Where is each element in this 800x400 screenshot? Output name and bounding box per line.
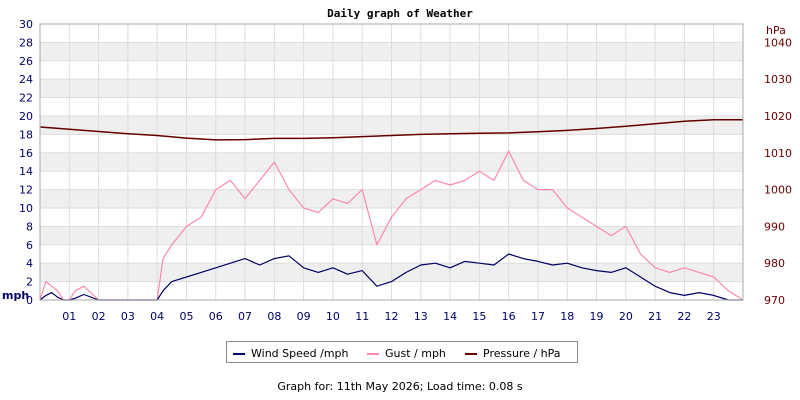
x-axis-tick-label: 18 (560, 310, 574, 323)
right-axis-unit-label: hPa (766, 24, 786, 37)
left-axis-tick-label: 2 (26, 276, 33, 289)
right-axis-tick-label: 1000 (764, 184, 792, 197)
legend-label-pressure: Pressure / hPa (483, 347, 561, 360)
left-axis-tick-label: 6 (26, 239, 33, 252)
plot-area-border (39, 23, 744, 301)
left-axis-tick-label: 8 (26, 220, 33, 233)
legend-swatch-pressure (465, 353, 477, 355)
x-axis-tick-label: 04 (150, 310, 164, 323)
x-axis-tick-label: 23 (707, 310, 721, 323)
x-axis-tick-label: 22 (677, 310, 691, 323)
x-axis-tick-label: 17 (531, 310, 545, 323)
legend-label-wind-speed: Wind Speed /mph (251, 347, 349, 360)
x-axis-tick-label: 10 (326, 310, 340, 323)
legend-label-gust: Gust / mph (385, 347, 446, 360)
left-axis-tick-label: 22 (19, 92, 33, 105)
x-axis-tick-label: 11 (355, 310, 369, 323)
x-axis-tick-label: 19 (590, 310, 604, 323)
x-axis-tick-label: 05 (179, 310, 193, 323)
left-axis-tick-label: 18 (19, 128, 33, 141)
left-axis-tick-label: 30 (19, 18, 33, 31)
x-axis-tick-label: 16 (502, 310, 516, 323)
x-axis-tick-label: 14 (443, 310, 457, 323)
x-axis-tick-label: 09 (297, 310, 311, 323)
x-axis-tick-label: 01 (62, 310, 76, 323)
right-axis-tick-label: 970 (764, 294, 785, 307)
legend-swatch-wind-speed (233, 353, 245, 355)
x-axis-tick-label: 20 (619, 310, 633, 323)
right-axis-tick-label: 1020 (764, 110, 792, 123)
series-line-pressure (39, 118, 743, 141)
x-axis-tick-label: 15 (472, 310, 486, 323)
chart-title: Daily graph of Weather (327, 7, 473, 20)
left-axis-tick-label: 28 (19, 36, 33, 49)
left-axis-tick-label: 16 (19, 147, 33, 160)
right-axis-tick-label: 1010 (764, 147, 792, 160)
left-axis-unit-label: mph (2, 289, 29, 302)
left-axis-tick-label: 26 (19, 55, 33, 68)
right-axis-tick-label: 1030 (764, 73, 792, 86)
left-axis-tick-label: 24 (19, 73, 33, 86)
chart-legend: Wind Speed /mph Gust / mph Pressure / hP… (226, 341, 578, 363)
left-axis-tick-label: 4 (26, 257, 33, 270)
x-axis-tick-label: 21 (648, 310, 662, 323)
x-axis-tick-label: 13 (414, 310, 428, 323)
right-axis-tick-label: 1040 (764, 36, 792, 49)
x-axis-tick-label: 02 (92, 310, 106, 323)
legend-item-pressure: Pressure / hPa (465, 347, 561, 360)
left-axis-tick-label: 14 (19, 165, 33, 178)
right-axis-tick-label: 980 (764, 257, 785, 270)
x-axis-tick-label: 03 (121, 310, 135, 323)
x-axis-tick-label: 12 (385, 310, 399, 323)
x-axis-tick-label: 06 (209, 310, 223, 323)
right-axis-ticks: 970 980 990 1000 1010 1020 1030 1040 (764, 36, 792, 307)
left-axis-tick-label: 20 (19, 110, 33, 123)
legend-swatch-gust (367, 353, 379, 355)
legend-item-gust: Gust / mph (367, 347, 446, 360)
x-axis-tick-label: 07 (238, 310, 252, 323)
legend-item-wind-speed: Wind Speed /mph (233, 347, 349, 360)
right-axis-tick-label: 990 (764, 220, 785, 233)
left-axis-tick-label: 10 (19, 202, 33, 215)
left-axis-tick-label: 12 (19, 184, 33, 197)
x-axis-ticks: 01 02 03 04 05 06 07 08 09 10 11 12 13 14 15 16 17 18 19 20… (62, 310, 720, 323)
left-axis-tick-label: 0 (26, 294, 33, 307)
graph-info-footer: Graph for: 11th May 2026; Load time: 0.0… (277, 380, 523, 393)
x-axis-tick-label: 08 (267, 310, 281, 323)
